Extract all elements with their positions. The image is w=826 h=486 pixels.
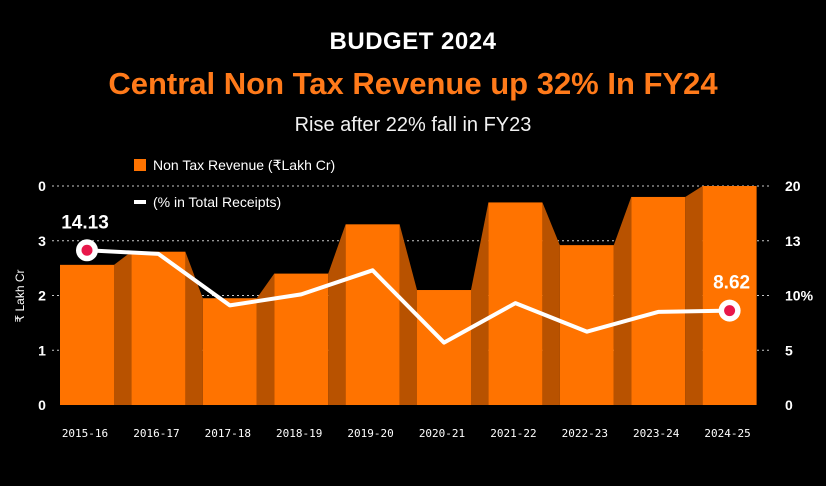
x-tick-label: 2016-17 (133, 427, 179, 440)
bar-connector (114, 251, 132, 405)
axes: 0 1 2 3 0 0 5 10% 13 20 2015-16 2016-17 2017-18 2018-… (38, 178, 813, 440)
legend-label-revenue: Non Tax Revenue (₹Lakh Cr) (153, 157, 335, 173)
marker-dot (724, 305, 736, 317)
percent-line: 14.13 8.62 (61, 212, 750, 345)
x-tick-label: 2015-16 (62, 427, 108, 440)
bar-connector (613, 196, 632, 405)
chart-subtitle: Rise after 22% fall in FY23 (294, 114, 532, 136)
bar-connector (328, 224, 346, 405)
x-tick-label: 2020-21 (419, 427, 465, 440)
bar (131, 251, 186, 405)
legend: Non Tax Revenue (₹Lakh Cr) (% in Total R… (134, 157, 335, 210)
bar-connector (256, 273, 275, 405)
left-tick-label: 2 (38, 288, 46, 304)
legend-swatch-percent (134, 200, 146, 204)
legend-swatch-revenue (134, 159, 146, 171)
legend-label-percent: (% in Total Receipts) (153, 194, 281, 210)
chart-title: Central Non Tax Revenue up 32% In FY24 (108, 66, 718, 101)
x-tick-label: 2023-24 (633, 427, 680, 440)
right-tick-label: 10% (785, 288, 814, 304)
x-tick-label: 2019-20 (347, 427, 393, 440)
bar-connector (185, 251, 203, 405)
bar-connector (471, 202, 489, 405)
x-tick-label: 2017-18 (205, 427, 251, 440)
bar (631, 196, 686, 405)
marker-dot (81, 244, 93, 256)
left-axis-label: ₹ Lakh Cr (13, 270, 27, 323)
left-tick-label: 0 (38, 178, 46, 194)
left-tick-label: 0 (38, 397, 46, 413)
bar-connector (399, 224, 417, 405)
x-tick-label: 2024-25 (704, 427, 750, 440)
chart-kicker: BUDGET 2024 (329, 28, 497, 55)
bars (60, 186, 757, 405)
bar (60, 264, 114, 405)
right-tick-label: 13 (785, 233, 801, 249)
bar-connector (685, 186, 703, 405)
bar (417, 290, 471, 405)
data-label: 14.13 (61, 212, 109, 233)
bar (202, 298, 257, 405)
bar (702, 186, 757, 405)
right-tick-label: 20 (785, 178, 801, 194)
bar (345, 224, 400, 405)
bar-connector (542, 202, 560, 405)
data-label: 8.62 (713, 273, 750, 294)
x-tick-label: 2022-23 (562, 427, 608, 440)
left-tick-label: 3 (38, 233, 46, 249)
x-tick-label: 2021-22 (490, 427, 536, 440)
percent-line-path (85, 248, 732, 345)
x-tick-label: 2018-19 (276, 427, 322, 440)
right-tick-label: 5 (785, 342, 793, 358)
right-tick-label: 0 (785, 397, 793, 413)
left-tick-label: 1 (38, 342, 46, 358)
